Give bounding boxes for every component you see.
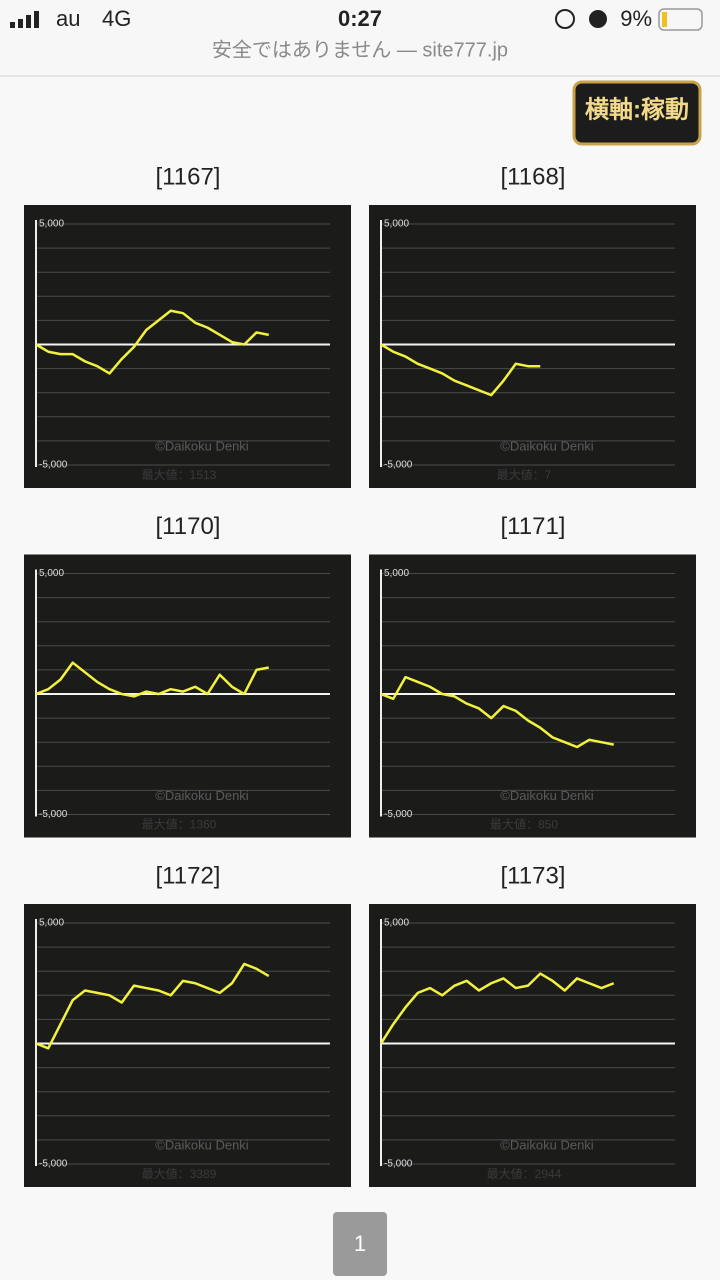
chart-title: [1172] xyxy=(156,862,221,889)
lock-icon xyxy=(555,9,575,29)
max-value: 最大値：850 xyxy=(490,817,558,832)
chart-title: [1167] xyxy=(156,163,221,190)
chart-title: [1168] xyxy=(501,163,566,190)
watermark: ©Daikoku Denki xyxy=(155,438,249,453)
y-tick-label: 5,000 xyxy=(384,918,409,929)
watermark: ©Daikoku Denki xyxy=(155,1137,249,1152)
toggle-button[interactable] xyxy=(572,80,702,146)
carrier: au xyxy=(56,6,80,31)
battery-icon xyxy=(658,8,703,31)
max-value: 最大値：3389 xyxy=(142,1166,217,1181)
watermark: ©Daikoku Denki xyxy=(500,438,594,453)
max-value: 最大値：1513 xyxy=(142,467,217,482)
y-tick-label: 5,000 xyxy=(39,219,64,230)
watermark: ©Daikoku Denki xyxy=(155,788,249,803)
data-line xyxy=(380,675,614,749)
y-tick-label: 5,000 xyxy=(384,568,409,579)
address-bar[interactable]: 安全ではありません — site777.jp xyxy=(212,38,508,61)
y-tick-label: -5,000 xyxy=(384,460,413,471)
page-number[interactable]: 1 xyxy=(354,1231,366,1256)
alarm-icon xyxy=(589,10,607,28)
data-line xyxy=(379,972,615,1045)
data-line xyxy=(35,962,270,1050)
y-tick-label: -5,000 xyxy=(39,809,68,820)
chart-title: [1171] xyxy=(501,513,566,540)
y-tick-label: -5,000 xyxy=(39,1159,68,1170)
data-line xyxy=(380,343,541,397)
data-line xyxy=(35,309,269,375)
y-tick-label: -5,000 xyxy=(384,1159,413,1170)
y-tick-label: -5,000 xyxy=(39,460,68,471)
battery-fill xyxy=(662,12,667,27)
page-button[interactable] xyxy=(333,1212,387,1276)
watermark: ©Daikoku Denki xyxy=(500,1137,594,1152)
signal-icon xyxy=(10,11,39,28)
toggle-button-label[interactable]: 横軸:稼動 xyxy=(585,95,689,123)
watermark: ©Daikoku Denki xyxy=(500,788,594,803)
data-line xyxy=(35,661,269,698)
network: 4G xyxy=(102,6,131,31)
chart-title: [1170] xyxy=(156,513,221,540)
chart-title: [1173] xyxy=(501,862,566,889)
y-tick-label: 5,000 xyxy=(39,568,64,579)
y-tick-label: 5,000 xyxy=(39,918,64,929)
max-value: 最大値：2944 xyxy=(487,1166,562,1181)
y-tick-label: -5,000 xyxy=(384,809,413,820)
battery-level: 9% xyxy=(620,6,652,31)
max-value: 最大値：7 xyxy=(497,467,552,482)
time: 0:27 xyxy=(338,6,382,31)
y-tick-label: 5,000 xyxy=(384,219,409,230)
max-value: 最大値：1360 xyxy=(142,817,217,832)
